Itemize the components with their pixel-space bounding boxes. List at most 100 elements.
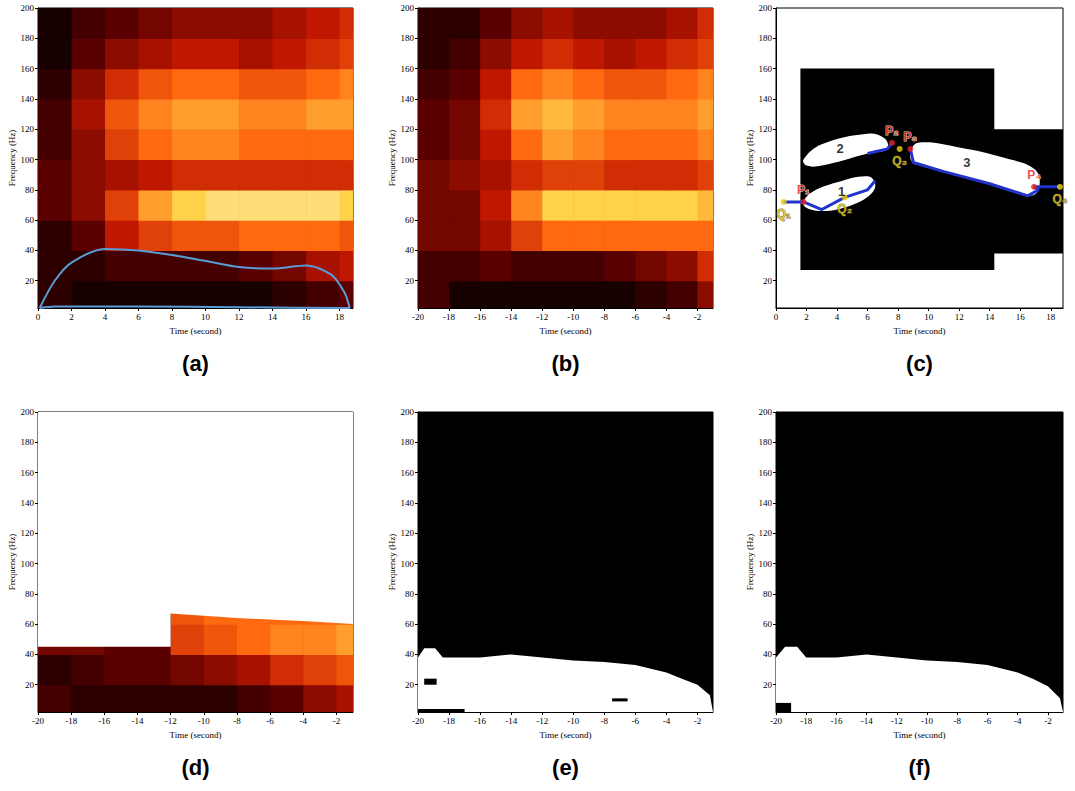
svg-text:160: 160 xyxy=(21,468,35,478)
svg-text:-18: -18 xyxy=(65,716,77,726)
svg-text:(d): (d) xyxy=(181,755,209,780)
svg-text:120: 120 xyxy=(21,124,35,134)
svg-text:-20: -20 xyxy=(412,716,424,726)
svg-text:-4: -4 xyxy=(1014,716,1022,726)
svg-text:-18: -18 xyxy=(800,716,812,726)
svg-text:-20: -20 xyxy=(412,312,424,322)
svg-text:2: 2 xyxy=(69,312,74,322)
svg-text:60: 60 xyxy=(25,215,35,225)
svg-text:Q₂: Q₂ xyxy=(837,202,852,216)
svg-text:120: 120 xyxy=(21,528,35,538)
svg-text:0: 0 xyxy=(774,312,779,322)
svg-text:Frequency (Hz): Frequency (Hz) xyxy=(7,534,17,591)
svg-text:-8: -8 xyxy=(954,716,962,726)
svg-text:-16: -16 xyxy=(474,312,486,322)
svg-text:Time (second): Time (second) xyxy=(540,326,592,336)
svg-text:18: 18 xyxy=(335,312,345,322)
svg-text:1: 1 xyxy=(838,184,845,199)
svg-text:140: 140 xyxy=(759,498,773,508)
svg-text:6: 6 xyxy=(865,312,870,322)
svg-text:14: 14 xyxy=(985,312,995,322)
svg-text:-10: -10 xyxy=(198,716,210,726)
svg-text:80: 80 xyxy=(405,589,415,599)
svg-text:200: 200 xyxy=(759,3,773,13)
svg-text:(a): (a) xyxy=(182,351,209,376)
svg-text:100: 100 xyxy=(401,155,415,165)
svg-text:200: 200 xyxy=(21,407,35,417)
svg-text:120: 120 xyxy=(401,124,415,134)
svg-text:10: 10 xyxy=(201,312,211,322)
svg-text:20: 20 xyxy=(405,680,415,690)
svg-text:-20: -20 xyxy=(32,716,44,726)
svg-text:80: 80 xyxy=(763,589,773,599)
svg-text:P₄: P₄ xyxy=(1027,168,1041,182)
svg-text:-16: -16 xyxy=(474,716,486,726)
svg-text:-10: -10 xyxy=(567,716,579,726)
svg-text:-6: -6 xyxy=(984,716,992,726)
svg-text:12: 12 xyxy=(235,312,244,322)
svg-text:Frequency (Hz): Frequency (Hz) xyxy=(387,534,397,591)
svg-text:-14: -14 xyxy=(505,716,517,726)
svg-text:180: 180 xyxy=(21,33,35,43)
svg-text:120: 120 xyxy=(759,124,773,134)
svg-text:-8: -8 xyxy=(601,716,609,726)
svg-text:40: 40 xyxy=(763,245,773,255)
svg-text:-6: -6 xyxy=(632,716,640,726)
svg-text:200: 200 xyxy=(21,3,35,13)
svg-text:80: 80 xyxy=(405,185,415,195)
svg-text:160: 160 xyxy=(759,468,773,478)
svg-text:-8: -8 xyxy=(233,716,241,726)
svg-text:Frequency (Hz): Frequency (Hz) xyxy=(745,130,755,187)
svg-text:8: 8 xyxy=(170,312,175,322)
svg-text:Frequency (Hz): Frequency (Hz) xyxy=(745,534,755,591)
svg-text:Time (second): Time (second) xyxy=(170,730,222,740)
svg-text:(b): (b) xyxy=(551,351,579,376)
svg-text:100: 100 xyxy=(21,155,35,165)
svg-text:Time (second): Time (second) xyxy=(894,730,946,740)
svg-text:14: 14 xyxy=(268,312,278,322)
svg-text:20: 20 xyxy=(25,276,35,286)
svg-text:-4: -4 xyxy=(663,716,671,726)
svg-text:80: 80 xyxy=(25,589,35,599)
svg-text:40: 40 xyxy=(405,245,415,255)
svg-text:-2: -2 xyxy=(333,716,341,726)
svg-text:-14: -14 xyxy=(505,312,517,322)
svg-text:160: 160 xyxy=(21,64,35,74)
svg-text:80: 80 xyxy=(25,185,35,195)
svg-text:-12: -12 xyxy=(536,716,548,726)
svg-text:60: 60 xyxy=(763,619,773,629)
svg-text:-8: -8 xyxy=(601,312,609,322)
svg-text:60: 60 xyxy=(763,215,773,225)
svg-text:P₃: P₃ xyxy=(904,130,918,144)
svg-text:-18: -18 xyxy=(443,312,455,322)
svg-text:20: 20 xyxy=(763,680,773,690)
svg-text:180: 180 xyxy=(401,33,415,43)
svg-text:140: 140 xyxy=(401,498,415,508)
svg-text:140: 140 xyxy=(401,94,415,104)
svg-text:40: 40 xyxy=(405,649,415,659)
svg-text:(f): (f) xyxy=(909,755,931,780)
svg-text:-14: -14 xyxy=(131,716,143,726)
svg-text:-16: -16 xyxy=(98,716,110,726)
svg-text:10: 10 xyxy=(924,312,934,322)
svg-text:12: 12 xyxy=(955,312,964,322)
svg-text:(e): (e) xyxy=(552,755,579,780)
svg-text:Frequency (Hz): Frequency (Hz) xyxy=(387,130,397,187)
svg-text:20: 20 xyxy=(405,276,415,286)
svg-text:80: 80 xyxy=(763,185,773,195)
svg-text:P₂: P₂ xyxy=(885,124,898,138)
svg-text:140: 140 xyxy=(21,498,35,508)
svg-text:-10: -10 xyxy=(567,312,579,322)
svg-text:100: 100 xyxy=(401,559,415,569)
svg-text:200: 200 xyxy=(401,3,415,13)
svg-text:200: 200 xyxy=(401,407,415,417)
svg-text:100: 100 xyxy=(759,559,773,569)
svg-text:40: 40 xyxy=(763,649,773,659)
svg-text:60: 60 xyxy=(405,215,415,225)
svg-text:-12: -12 xyxy=(891,716,903,726)
svg-text:Q₄: Q₄ xyxy=(1052,192,1067,206)
svg-text:3: 3 xyxy=(963,155,970,170)
svg-text:100: 100 xyxy=(21,559,35,569)
svg-text:Time (second): Time (second) xyxy=(170,326,222,336)
svg-text:Frequency (Hz): Frequency (Hz) xyxy=(7,130,17,187)
